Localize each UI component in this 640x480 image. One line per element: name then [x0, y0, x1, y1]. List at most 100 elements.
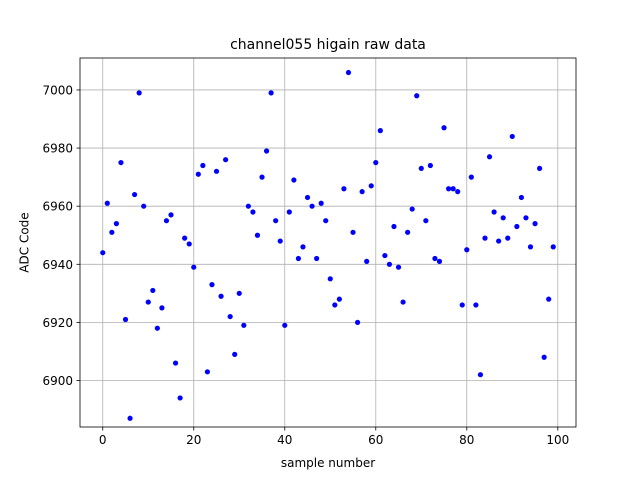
- data-point: [523, 215, 529, 221]
- data-point: [500, 215, 506, 221]
- data-point: [395, 264, 402, 270]
- data-point: [464, 247, 470, 253]
- y-axis-label: ADC Code: [18, 212, 32, 272]
- data-point: [386, 261, 393, 267]
- data-point: [136, 90, 142, 96]
- data-point: [259, 174, 265, 180]
- data-point: [414, 93, 420, 99]
- data-point: [368, 183, 374, 189]
- x-axis-label: sample number: [281, 456, 375, 470]
- chart-title: channel055 higain raw data: [230, 37, 426, 53]
- data-point: [364, 258, 370, 264]
- data-point: [154, 325, 160, 331]
- data-point: [496, 238, 502, 244]
- data-point: [241, 322, 247, 328]
- data-point: [204, 369, 211, 375]
- data-point: [400, 299, 406, 305]
- data-point: [491, 209, 497, 215]
- data-point: [159, 305, 165, 311]
- data-point: [473, 302, 479, 308]
- data-point: [100, 250, 106, 256]
- y-tick-label: 6980: [42, 142, 73, 156]
- data-point: [182, 235, 188, 241]
- data-point: [314, 255, 320, 262]
- data-point: [441, 125, 447, 131]
- data-point: [354, 319, 361, 326]
- data-point: [145, 299, 151, 305]
- y-tick-label: 6920: [42, 316, 73, 330]
- data-point: [359, 189, 365, 195]
- data-point: [118, 159, 124, 166]
- data-point: [391, 223, 397, 230]
- data-point: [468, 174, 474, 180]
- data-point: [282, 322, 288, 328]
- data-point: [263, 148, 270, 154]
- data-point: [218, 293, 224, 299]
- grid-lines: [80, 58, 576, 427]
- data-point: [527, 244, 534, 250]
- data-point: [336, 296, 342, 302]
- data-point: [109, 229, 115, 235]
- data-point: [486, 154, 493, 160]
- data-points: [100, 69, 556, 421]
- data-point: [505, 235, 511, 241]
- data-point: [250, 209, 256, 215]
- data-point: [273, 218, 279, 224]
- data-point: [341, 186, 347, 192]
- data-point: [423, 218, 429, 224]
- data-point: [350, 229, 356, 235]
- data-point: [209, 282, 215, 288]
- data-point: [450, 186, 456, 192]
- data-point: [127, 415, 133, 421]
- x-tick-label: 20: [186, 433, 201, 447]
- data-point: [536, 165, 543, 172]
- data-point: [291, 177, 297, 183]
- x-tick-label: 40: [277, 433, 292, 447]
- data-point: [436, 258, 443, 264]
- data-point: [227, 313, 233, 320]
- data-point: [172, 360, 179, 366]
- data-point: [268, 90, 274, 96]
- data-point: [236, 290, 242, 296]
- data-point: [232, 351, 238, 357]
- x-tick-label: 60: [368, 433, 383, 447]
- data-point: [455, 189, 461, 195]
- data-point: [191, 264, 197, 270]
- data-point: [104, 200, 110, 206]
- data-point: [445, 186, 452, 192]
- data-point: [213, 168, 220, 174]
- data-point: [482, 235, 488, 241]
- data-point: [150, 287, 156, 294]
- data-point: [377, 128, 383, 134]
- x-tick-label: 0: [99, 433, 107, 447]
- data-point: [323, 218, 329, 224]
- data-point: [327, 276, 333, 282]
- data-point: [427, 162, 433, 169]
- data-point: [300, 244, 306, 250]
- data-point: [254, 232, 261, 238]
- data-point: [113, 221, 120, 227]
- data-point: [277, 238, 283, 244]
- data-point: [418, 165, 424, 172]
- y-tick-label: 6940: [42, 258, 73, 272]
- data-point: [122, 316, 129, 323]
- data-point: [245, 203, 251, 209]
- y-tick-label: 6960: [42, 200, 73, 214]
- data-point: [132, 191, 138, 198]
- y-tick-label: 7000: [42, 83, 73, 97]
- data-point: [332, 302, 338, 308]
- data-point: [345, 69, 352, 76]
- x-axis-ticks: 0 20 40 60 80 100: [99, 427, 569, 447]
- data-point: [163, 218, 170, 224]
- data-point: [295, 255, 302, 262]
- data-point: [304, 194, 311, 201]
- data-point: [200, 162, 206, 169]
- plot-frame: [79, 57, 577, 428]
- data-point: [405, 229, 411, 235]
- data-point: [518, 194, 524, 201]
- y-tick-label: 6900: [42, 374, 73, 388]
- data-point: [550, 244, 556, 250]
- data-point: [432, 255, 438, 262]
- data-point: [195, 171, 201, 177]
